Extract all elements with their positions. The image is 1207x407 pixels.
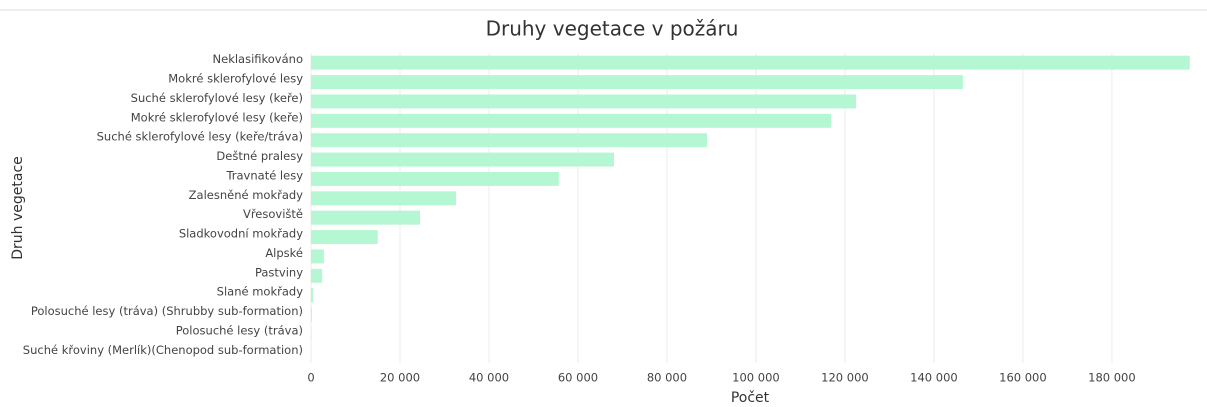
y-tick-label: Suché sklerofylové lesy (keře)	[131, 91, 303, 105]
y-tick-label: Travnaté lesy	[225, 168, 303, 182]
y-tick-label: Deštné pralesy	[216, 149, 303, 163]
y-tick-label: Polosuché lesy (tráva)	[176, 323, 303, 337]
bar	[311, 308, 312, 322]
y-tick-label: Vřesoviště	[243, 207, 303, 221]
x-tick-label: 160 000	[999, 371, 1047, 385]
y-tick-label: Sladkovodní mokřady	[179, 227, 303, 241]
bar	[311, 249, 324, 263]
x-tick-label: 180 000	[1088, 371, 1136, 385]
x-tick-label: 100 000	[732, 371, 780, 385]
y-tick-label: Suché sklerofylové lesy (keře/tráva)	[97, 130, 303, 144]
x-tick-label: 60 000	[558, 371, 598, 385]
y-tick-label: Slané mokřady	[217, 285, 304, 299]
y-tick-label: Neklasifikováno	[213, 52, 303, 66]
bar	[311, 133, 707, 147]
y-axis-label: Druh vegetace	[10, 156, 26, 260]
bar	[311, 75, 963, 89]
bar	[311, 288, 313, 302]
bar	[311, 172, 559, 186]
bar	[311, 211, 420, 225]
bar	[311, 269, 322, 283]
bar	[311, 191, 456, 205]
bar	[311, 153, 614, 167]
y-tick-label: Polosuché lesy (tráva) (Shrubby sub-form…	[31, 304, 303, 318]
x-tick-label: 80 000	[647, 371, 687, 385]
bar	[311, 114, 831, 128]
bar	[311, 94, 856, 108]
chart-title: Druhy vegetace v požáru	[486, 17, 739, 41]
y-tick-label: Zalesněné mokřady	[189, 188, 304, 202]
y-tick-label: Alpské	[265, 246, 303, 260]
x-axis-label: Počet	[731, 390, 770, 403]
bar	[311, 56, 1190, 70]
y-tick-label: Suché křoviny (Merlík)(Chenopod sub-form…	[23, 343, 303, 357]
x-tick-label: 120 000	[821, 371, 869, 385]
y-tick-label: Pastviny	[255, 265, 303, 279]
y-tick-label: Mokré sklerofylové lesy	[168, 72, 303, 86]
bar	[311, 230, 378, 244]
y-tick-label: Mokré sklerofylové lesy (keře)	[131, 110, 303, 124]
x-tick-label: 140 000	[910, 371, 958, 385]
x-tick-label: 20 000	[380, 371, 420, 385]
x-tick-label: 0	[307, 371, 314, 385]
x-tick-label: 40 000	[469, 371, 509, 385]
